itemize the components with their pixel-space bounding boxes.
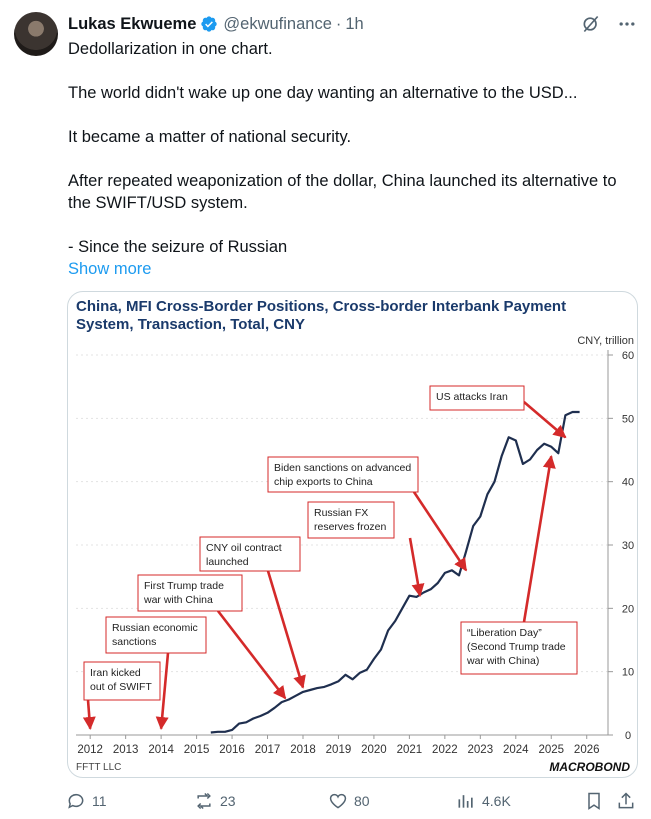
- show-more-link[interactable]: Show more: [68, 260, 152, 278]
- x-tick-label: 2024: [503, 744, 529, 756]
- annotation-arrow: [266, 570, 306, 689]
- bookmark-icon: [588, 792, 600, 810]
- annotation-box: [267, 456, 419, 493]
- action-bar: 11 23 80 4.6K: [66, 790, 638, 812]
- chart-image[interactable]: Iran kicked out of SWIFT Russian economic s…: [67, 291, 638, 778]
- chart-title: System, Transaction, Total, CNY: [76, 316, 305, 333]
- view-count: 4.6K: [482, 793, 511, 809]
- annotation-text: launched: [206, 556, 249, 568]
- y-tick-label: 0: [625, 730, 631, 742]
- tweet-text: Dedollarization in one chart. The world …: [68, 38, 628, 280]
- annotation-text: CNY oil contract: [206, 542, 282, 554]
- annotation-box: [137, 574, 243, 612]
- post-time[interactable]: 1h: [345, 14, 364, 33]
- annotation-text: “Liberation Day”: [467, 627, 542, 639]
- like-icon: [329, 793, 347, 809]
- tweet-line: After repeated weaponization of the doll…: [68, 172, 617, 212]
- y-tick-label: 60: [622, 350, 634, 362]
- tweet-header: Lukas Ekwueme @ekwufinance · 1h: [68, 13, 637, 35]
- line-chart: Iran kicked out of SWIFT Russian economic s…: [76, 298, 634, 774]
- x-tick-label: 2013: [113, 744, 139, 756]
- annotation-box: [83, 661, 161, 701]
- author-name[interactable]: Lukas Ekwueme: [68, 14, 197, 33]
- reply-icon: [68, 793, 84, 809]
- annotation-text: US attacks Iran: [436, 391, 508, 403]
- y-tick-label: 30: [622, 540, 634, 552]
- annotation-arrow: [523, 401, 567, 439]
- tweet-line: The world didn't wake up one day wanting…: [68, 84, 578, 102]
- annotation-arrow: [155, 652, 170, 730]
- y-tick-label: 50: [622, 413, 634, 425]
- y-tick-label: 40: [622, 477, 634, 489]
- author-handle[interactable]: @ekwufinance: [223, 14, 332, 33]
- annotation-arrow: [412, 491, 468, 572]
- annotation-text: Russian economic: [112, 622, 198, 634]
- x-tick-label: 2018: [290, 744, 316, 756]
- annotation-text: war with China): [466, 655, 539, 667]
- verified-badge-icon: [200, 15, 218, 33]
- tweet-line: Dedollarization in one chart.: [68, 40, 273, 58]
- annotation-box: [105, 616, 207, 654]
- chart-title: China, MFI Cross-Border Positions, Cross…: [76, 298, 566, 315]
- annotation-text: Biden sanctions on advanced: [274, 462, 411, 474]
- y-tick-label: 20: [622, 603, 634, 615]
- annotation-arrow: [408, 537, 425, 597]
- y-tick-label: 10: [622, 667, 634, 679]
- x-tick-label: 2012: [77, 744, 103, 756]
- chart-source: FFTT LLC: [76, 762, 121, 773]
- x-tick-label: 2022: [432, 744, 458, 756]
- annotation-text: chip exports to China: [274, 476, 373, 488]
- x-tick-label: 2026: [574, 744, 600, 756]
- annotation-arrow: [216, 610, 287, 700]
- repost-icon: [197, 792, 211, 810]
- x-tick-label: 2014: [148, 744, 174, 756]
- y-axis-label: CNY, trillion: [577, 335, 634, 347]
- like-button[interactable]: 80: [328, 790, 370, 812]
- x-tick-label: 2020: [361, 744, 387, 756]
- annotation-text: out of SWIFT: [90, 681, 152, 693]
- repost-count: 23: [220, 793, 236, 809]
- annotation-text: (Second Trump trade: [467, 641, 566, 653]
- views-icon: [458, 795, 473, 808]
- tweet-line: - Since the seizure of Russian: [68, 238, 288, 256]
- series-line: [210, 410, 580, 734]
- reply-count: 11: [92, 793, 107, 809]
- x-tick-label: 2017: [255, 744, 281, 756]
- annotation-arrow: [82, 699, 96, 730]
- annotation-box: [199, 536, 301, 572]
- x-tick-label: 2021: [397, 744, 423, 756]
- like-count: 80: [354, 793, 370, 809]
- bookmark-button[interactable]: [584, 790, 604, 812]
- share-icon: [618, 792, 634, 809]
- annotation-box: [429, 385, 525, 411]
- tweet-line: It became a matter of national security.: [68, 128, 352, 146]
- annotation-text: First Trump trade: [144, 580, 224, 592]
- reply-button[interactable]: 11: [66, 790, 107, 812]
- annotation-box: [307, 501, 395, 539]
- annotation-text: reserves frozen: [314, 521, 387, 533]
- annotation-box: [460, 621, 578, 675]
- avatar[interactable]: [14, 12, 58, 56]
- annotation-text: Russian FX: [314, 507, 368, 519]
- x-tick-label: 2025: [538, 744, 564, 756]
- x-tick-label: 2023: [468, 744, 494, 756]
- x-tick-label: 2019: [326, 744, 352, 756]
- annotation-text: war with China: [143, 594, 213, 606]
- views-button[interactable]: 4.6K: [456, 790, 511, 812]
- share-button[interactable]: [616, 790, 636, 812]
- annotation-text: Iran kicked: [90, 667, 141, 679]
- grok-icon[interactable]: [581, 14, 601, 34]
- annotation-arrow: [522, 455, 556, 623]
- annotation-text: sanctions: [112, 636, 156, 648]
- repost-button[interactable]: 23: [194, 790, 236, 812]
- x-tick-label: 2015: [184, 744, 210, 756]
- chart-brand: MACROBOND: [549, 760, 630, 774]
- more-icon[interactable]: [617, 14, 637, 34]
- x-tick-label: 2016: [219, 744, 245, 756]
- separator-dot: ·: [335, 14, 342, 33]
